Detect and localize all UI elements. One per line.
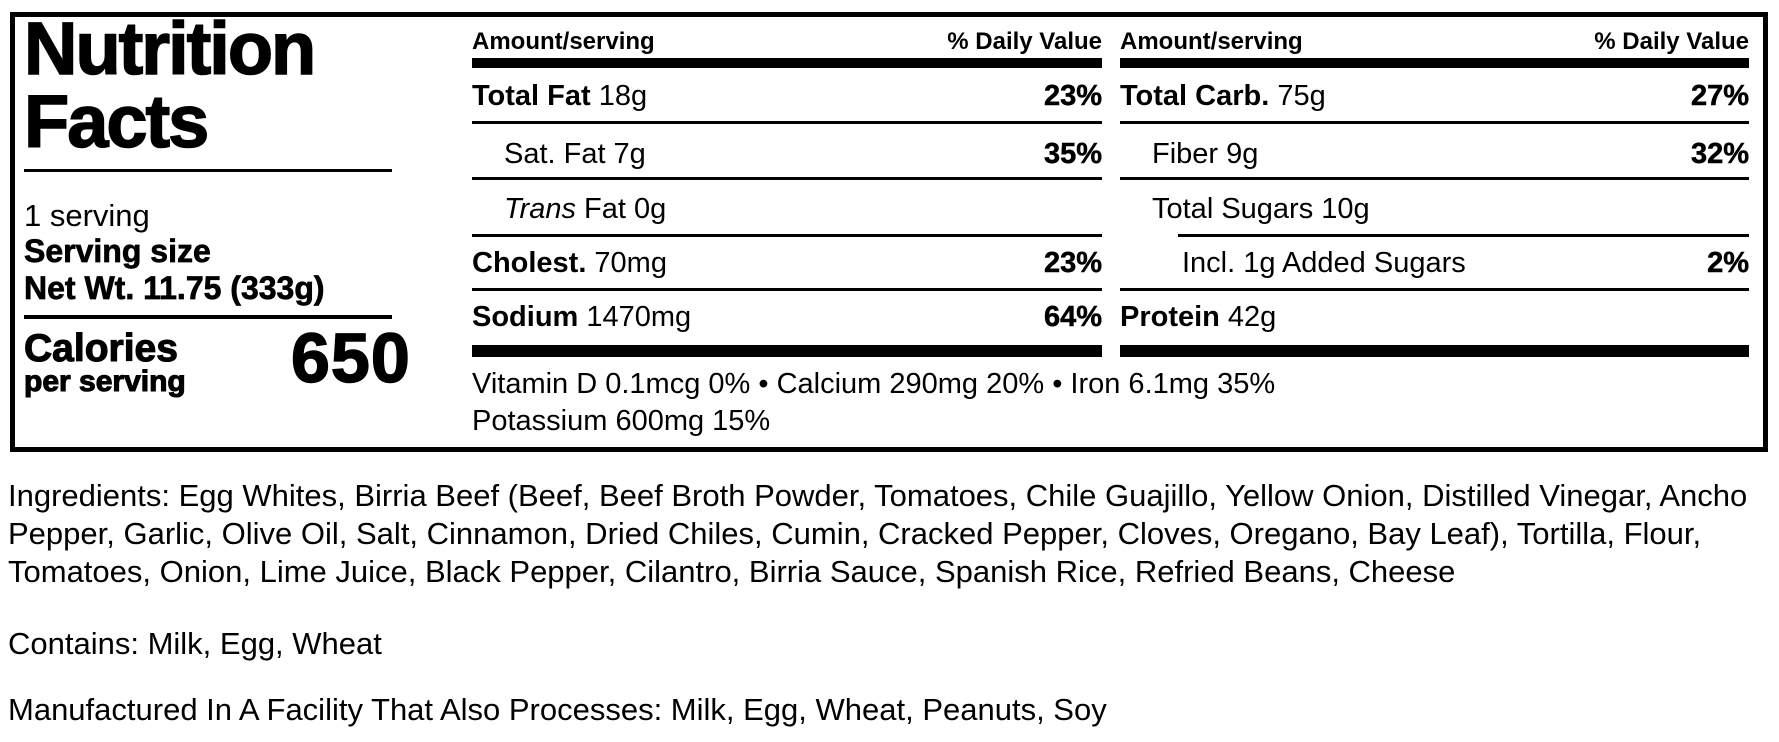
divider <box>472 234 1102 237</box>
header-daily-value: % Daily Value <box>1594 28 1749 55</box>
nutrient-name: Total Fat <box>472 80 591 112</box>
nutrient-column-left: Amount/serving % Daily Value Total Fat 18… <box>472 17 1275 447</box>
thick-bar <box>1120 58 1749 68</box>
nutrient-name: Cholest. <box>472 247 587 279</box>
daily-value: 2% <box>1707 247 1749 280</box>
micronutrients-line-2: Potassium 600mg 15% <box>472 405 771 437</box>
divider <box>1120 121 1749 124</box>
column-header: Amount/serving % Daily Value <box>472 28 1102 56</box>
nutrient-name: Incl. 1g Added Sugars <box>1182 247 1466 279</box>
nutrient-name: Sat. Fat <box>504 138 606 170</box>
header-amount-serving: Amount/serving <box>1120 28 1303 55</box>
nutrient-row-protein: Protein 42g <box>1120 300 1749 334</box>
nutrient-name: Trans <box>504 193 576 225</box>
header-daily-value: % Daily Value <box>947 28 1102 55</box>
nutrient-amount: 7g <box>613 138 646 170</box>
nutrient-row-fiber: Fiber 9g 32% <box>1120 137 1749 171</box>
nutrient-amount: 9g <box>1226 138 1259 170</box>
nutrient-name: Protein <box>1120 301 1220 333</box>
thick-bar <box>472 345 1102 357</box>
nutrient-amount: Fat 0g <box>583 193 667 225</box>
ingredients-text: Ingredients: Egg Whites, Birria Beef (Be… <box>8 478 1748 589</box>
daily-value: 23% <box>1043 80 1103 113</box>
nutrition-facts-title: Nutrition Facts <box>23 7 317 163</box>
nutrient-amount: 42g <box>1227 301 1277 333</box>
divider <box>472 121 1102 124</box>
nutrition-facts-panel: Nutrition Facts 1 serving Serving size N… <box>10 7 1768 452</box>
thick-bar <box>1120 345 1749 357</box>
nutrient-row-total-fat: Total Fat 18g 23% <box>472 79 1102 113</box>
nutrient-row-cholesterol: Cholest. 70mg 23% <box>472 246 1102 280</box>
nutrient-row-total-sugars: Total Sugars 10g <box>1120 192 1749 226</box>
daily-value: 64% <box>1043 301 1103 334</box>
servings-per-container: 1 serving <box>24 198 150 233</box>
contains-allergens-text: Contains: Milk, Egg, Wheat <box>8 626 382 661</box>
micronutrients-line-1: Vitamin D 0.1mcg 0% • Calcium 290mg 20% … <box>472 368 1276 400</box>
nutrient-column-right: Amount/serving % Daily Value Total Carb.… <box>1120 17 1749 447</box>
divider-indented <box>1178 234 1749 237</box>
net-weight-value: Net Wt. 11.75 (333g) <box>24 270 325 307</box>
nutrient-row-trans-fat: Trans Fat 0g <box>472 192 1102 226</box>
nutrient-row-total-carb: Total Carb. 75g 27% <box>1120 79 1749 113</box>
nutrient-amount: 18g <box>598 80 648 112</box>
divider <box>472 177 1102 180</box>
nutrient-name: Sodium <box>472 301 579 333</box>
daily-value: 27% <box>1690 80 1750 113</box>
nutrient-amount: 70mg <box>594 247 667 279</box>
calories-sublabel: per serving <box>23 365 186 398</box>
header-amount-serving: Amount/serving <box>472 28 655 55</box>
calories-label: Calories <box>23 327 178 370</box>
serving-size-label: Serving size <box>24 233 211 270</box>
calories-value: 650 <box>290 319 411 397</box>
column-header: Amount/serving % Daily Value <box>1120 28 1749 56</box>
divider <box>472 288 1102 291</box>
nutrient-row-added-sugars: Incl. 1g Added Sugars 2% <box>1120 246 1749 280</box>
nutrient-row-sat-fat: Sat. Fat 7g 35% <box>472 137 1102 171</box>
daily-value: 23% <box>1043 247 1103 280</box>
nutrient-name: Total Sugars <box>1152 193 1314 225</box>
daily-value: 32% <box>1690 138 1750 171</box>
nutrient-amount: 10g <box>1321 193 1370 225</box>
nutrient-amount: 75g <box>1277 80 1326 112</box>
nutrient-row-sodium: Sodium 1470mg 64% <box>472 300 1102 334</box>
divider <box>1120 288 1749 291</box>
nutrient-amount: 1470mg <box>586 301 692 333</box>
nutrient-name: Fiber <box>1152 138 1219 170</box>
facility-allergens-text: Manufactured In A Facility That Also Pro… <box>8 692 1107 727</box>
divider <box>1120 177 1749 180</box>
divider <box>24 315 392 319</box>
daily-value: 35% <box>1043 138 1103 171</box>
nutrient-name: Total Carb. <box>1120 80 1270 112</box>
thick-bar <box>472 58 1102 68</box>
divider <box>24 169 392 172</box>
